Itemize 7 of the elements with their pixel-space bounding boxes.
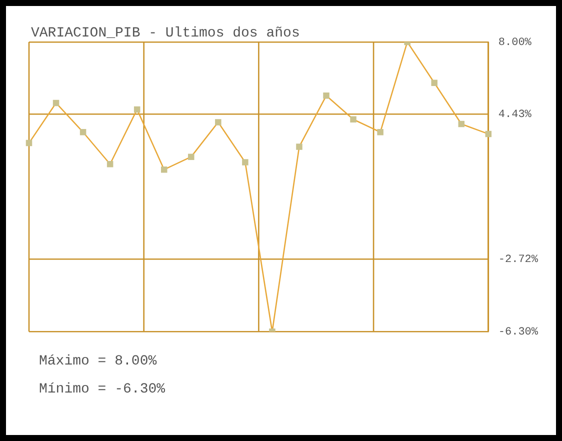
text: Máximo = 8.00% [39, 353, 158, 370]
text: Mínimo = -6.30% [39, 381, 166, 398]
y-tick-label: 4.43% [498, 109, 532, 122]
chart-title: VARIACION_PIB - Ultimos dos años [31, 26, 300, 42]
y-tick-label: -6.30% [498, 326, 538, 339]
y-tick-label: -2.72% [498, 254, 538, 266]
y-tick-label: 8.00% [498, 36, 532, 49]
